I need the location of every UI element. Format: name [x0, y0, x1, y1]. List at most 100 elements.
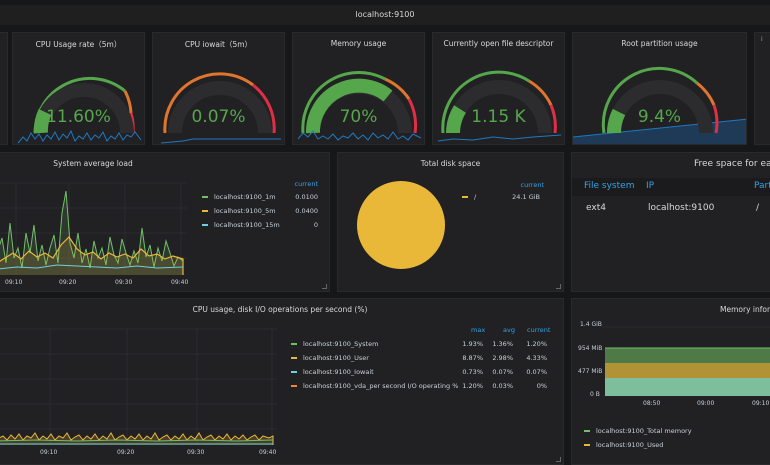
legend-max: 0.73% — [462, 368, 483, 376]
legend-label: / — [474, 193, 477, 201]
legend-swatch — [202, 224, 208, 226]
panel-total-disk-space[interactable]: Total disk space current / 24.1 GiB — [337, 152, 564, 292]
legend-max: 1.20% — [462, 382, 483, 390]
legend-header-current[interactable]: current — [294, 180, 318, 188]
legend-current: 1.20% — [526, 340, 547, 348]
column-header[interactable]: File system — [584, 181, 635, 191]
legend-header-current[interactable]: current — [520, 181, 544, 189]
gauge-threshold-arc — [528, 79, 553, 106]
gauge-threshold-arc — [441, 70, 530, 134]
gauge-panel-root-partition[interactable]: Root partition usage 9.4% — [572, 32, 747, 145]
gauge-panel-memory-usage[interactable]: Memory usage 70% — [292, 32, 425, 145]
gauge-threshold-arc — [549, 104, 557, 134]
gauge-svg — [297, 71, 422, 141]
pie-chart-svg — [357, 181, 445, 269]
y-tick: 1.4 GiB — [580, 321, 602, 328]
legend-header-current[interactable]: current — [527, 326, 551, 334]
x-tick: 08:50 — [643, 400, 661, 407]
cpuio-chart-svg — [0, 328, 277, 445]
gauge-threshold-arc — [601, 66, 699, 134]
panel-title: Currently open file descriptor — [443, 39, 554, 48]
legend-value: 24.1 GiB — [512, 193, 540, 201]
table-cell: localhost:9100 — [648, 203, 715, 213]
y-tick: 0 B — [590, 391, 600, 398]
legend-item[interactable]: localhost:9100_System 1.93% 1.36% 1.20% — [291, 338, 553, 350]
legend-item[interactable]: localhost:9100_1m 0.0100 — [202, 191, 322, 203]
resize-handle[interactable] — [556, 457, 561, 462]
panel-title: Memory information — [720, 305, 770, 314]
gauge-background-arc — [168, 81, 272, 134]
x-tick: 09:30 — [115, 279, 133, 286]
gauge-threshold-arc — [163, 72, 254, 134]
gauge-panel-cpu-usage[interactable]: CPU Usage rate（5m） 11.60% — [12, 32, 145, 145]
legend-avg: 1.36% — [492, 340, 513, 348]
x-tick: 09:10 — [752, 400, 770, 407]
memory-chart-svg — [602, 326, 770, 397]
x-tick: 09:40 — [171, 279, 189, 286]
legend-swatch — [584, 430, 590, 432]
table-header: File system IP Partition — [572, 178, 770, 196]
legend-max: 8.87% — [462, 354, 483, 362]
gauge-panel-open-file-descriptors[interactable]: Currently open file descriptor 1.15 K — [432, 32, 565, 145]
grid — [0, 182, 187, 275]
legend-label: localhost:9100_System — [303, 340, 379, 348]
gauge-threshold-arc — [123, 90, 133, 114]
panel-memory-info[interactable]: Memory information 1.4 GiB 954 MiB 477 M… — [571, 298, 770, 465]
legend-value: 0.0400 — [295, 207, 318, 215]
panel-title: CPU Usage rate（5m） — [35, 40, 122, 49]
gauge-value: 1.15 K — [471, 107, 526, 127]
legend: current / 24.1 GiB — [462, 179, 560, 209]
x-tick: 09:40 — [259, 449, 277, 456]
gauge-svg — [17, 76, 142, 144]
gauge-value: 11.60% — [46, 107, 111, 127]
resize-handle[interactable] — [322, 284, 327, 289]
legend-swatch — [462, 196, 468, 198]
panel-free-space[interactable]: Free space for each partition File syste… — [571, 152, 770, 292]
legend-item[interactable]: localhost:9100_User 8.87% 2.98% 4.33% — [291, 352, 553, 364]
legend-item[interactable]: localhost:9100_Total memory — [584, 425, 692, 437]
gauge-threshold-arc — [252, 83, 276, 134]
row-title: localhost:9100 — [355, 10, 415, 19]
row-header[interactable]: localhost:9100 — [0, 5, 770, 25]
legend-item[interactable]: localhost:9100_Used — [584, 439, 663, 451]
legend-item[interactable]: / 24.1 GiB — [462, 191, 560, 203]
legend-item[interactable]: localhost:9100_vda_per second I/O operat… — [291, 380, 553, 392]
legend-label: localhost:9100_Used — [596, 441, 664, 449]
y-tick: 477 MiB — [578, 368, 603, 375]
panel-cpu-io[interactable]: CPU usage, disk I/O operations per secon… — [0, 298, 564, 465]
legend-label: localhost:9100_15m — [214, 221, 280, 229]
info-icon[interactable]: i — [761, 36, 763, 43]
resize-handle[interactable] — [556, 284, 561, 289]
legend-value: 0 — [313, 221, 318, 229]
sparkline — [160, 138, 281, 144]
gauge-value: 0.07% — [191, 107, 246, 127]
legend-swatch — [202, 210, 208, 212]
x-tick: 09:20 — [117, 449, 135, 456]
series-user — [0, 432, 274, 445]
grid — [0, 328, 277, 445]
gauge-svg — [160, 72, 281, 144]
partial-panel-right[interactable]: i — [754, 32, 770, 145]
legend: localhost:9100_Total memory localhost:91… — [584, 425, 770, 455]
table-cell: / — [756, 203, 760, 213]
gauge-panel-cpu-iowait[interactable]: CPU iowait（5m） 0.07% — [152, 32, 285, 145]
partial-stat-panel[interactable] — [0, 32, 8, 145]
legend-current: 4.33% — [526, 354, 547, 362]
column-header[interactable]: IP — [646, 181, 655, 191]
panel-title: CPU usage, disk I/O operations per secon… — [192, 305, 368, 314]
panel-system-load[interactable]: System average load 09:10 09:20 09:30 09… — [0, 152, 330, 292]
legend-item[interactable]: localhost:9100_15m 0 — [202, 219, 322, 231]
panel-title: CPU iowait（5m） — [184, 40, 253, 49]
x-tick: 09:10 — [40, 449, 58, 456]
gauge-value: 70% — [339, 107, 378, 127]
legend-header-max[interactable]: max — [471, 326, 486, 334]
panel-title: Total disk space — [420, 159, 481, 168]
legend-header-avg[interactable]: avg — [503, 326, 515, 334]
legend-item[interactable]: localhost:9100_Iowait 0.73% 0.07% 0.07% — [291, 366, 553, 378]
gauge-threshold-arc — [712, 104, 719, 134]
column-header[interactable]: Partition — [754, 181, 770, 191]
legend-item[interactable]: localhost:9100_5m 0.0400 — [202, 205, 322, 217]
x-tick: 09:30 — [187, 449, 205, 456]
table-row: ext4 localhost:9100 / — [572, 200, 770, 218]
series-system — [0, 439, 274, 442]
